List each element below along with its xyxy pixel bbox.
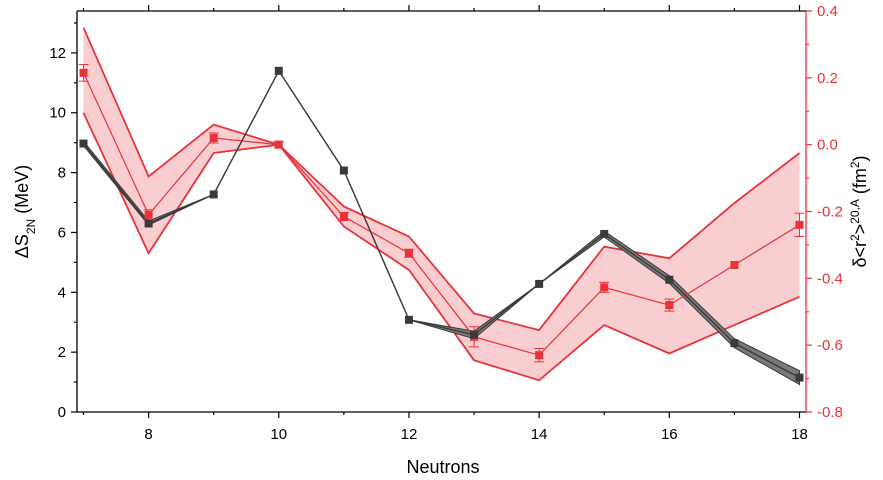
gray-data-point	[470, 330, 479, 339]
gray-data-point	[535, 279, 544, 288]
y-left-tick-label: 2	[58, 344, 66, 361]
y-left-tick-label: 8	[58, 165, 66, 182]
x-tick-label: 10	[270, 426, 287, 443]
x-tick-label: 8	[144, 426, 152, 443]
x-tick-label: 18	[791, 426, 808, 443]
gray-data-point	[339, 166, 348, 175]
x-axis-title: Neutrons	[406, 457, 479, 477]
red-series-line	[82, 72, 800, 356]
y-right-tick-label: -0.2	[817, 204, 843, 221]
red-band-upper-edge	[82, 27, 801, 332]
gray-data-point	[404, 315, 413, 324]
left-y-axis-title-text: ΔS2N (MeV)	[12, 165, 38, 258]
red-data-point	[404, 249, 413, 258]
gray-data-point	[730, 339, 739, 348]
axes: 8 10 12 14 16 18 0 2 4 6 8 10 12 -0.8 -0.6 -0.4 -0.2 0.0 0…	[49, 3, 843, 443]
y-left-tick-label: 12	[49, 45, 66, 62]
red-data-point	[79, 68, 88, 77]
y-right-tick-label: 0.0	[817, 137, 838, 154]
gray-data-point	[795, 373, 804, 382]
uncertainty-bands	[82, 27, 801, 386]
y-right-tick-label: 0.4	[817, 3, 838, 20]
y-right-tick-label: -0.6	[817, 337, 843, 354]
x-tick-label: 16	[661, 426, 678, 443]
y-left-tick-label: 10	[49, 105, 66, 122]
gray-data-point	[144, 219, 153, 228]
gray-data-point	[274, 66, 283, 75]
red-data-point	[730, 260, 739, 269]
red-data-point	[339, 212, 348, 221]
data-points	[78, 63, 805, 382]
y-left-tick-label: 6	[58, 224, 66, 241]
gray-data-point	[79, 139, 88, 148]
red-band-lower-edge	[82, 112, 800, 382]
y-right-tick-label: -0.8	[817, 404, 843, 421]
right-y-axis-title-text: δ<r2>20,A (fm2)	[848, 155, 870, 267]
right-y-axis-title: δ<r2>20,A (fm2)	[848, 155, 870, 267]
y-right-tick-label: -0.4	[817, 270, 843, 287]
y-left-tick-label: 0	[58, 404, 66, 421]
gray-data-point	[600, 229, 609, 238]
red-data-point	[600, 283, 609, 292]
left-y-axis-title: ΔS2N (MeV)	[12, 165, 38, 258]
x-tick-label: 12	[401, 426, 418, 443]
series-lines	[82, 69, 800, 379]
gray-data-point	[209, 190, 218, 199]
y-right-tick-label: 0.2	[817, 70, 838, 87]
red-data-point	[665, 301, 674, 310]
red-data-point	[274, 140, 283, 149]
red-data-point	[795, 220, 804, 229]
red-data-point	[535, 351, 544, 360]
red-data-point	[144, 210, 153, 219]
gray-series-line	[82, 69, 800, 379]
y-left-tick-label: 4	[58, 284, 66, 301]
gray-data-point	[665, 275, 674, 284]
red-data-point	[209, 133, 218, 142]
x-tick-label: 14	[531, 426, 548, 443]
